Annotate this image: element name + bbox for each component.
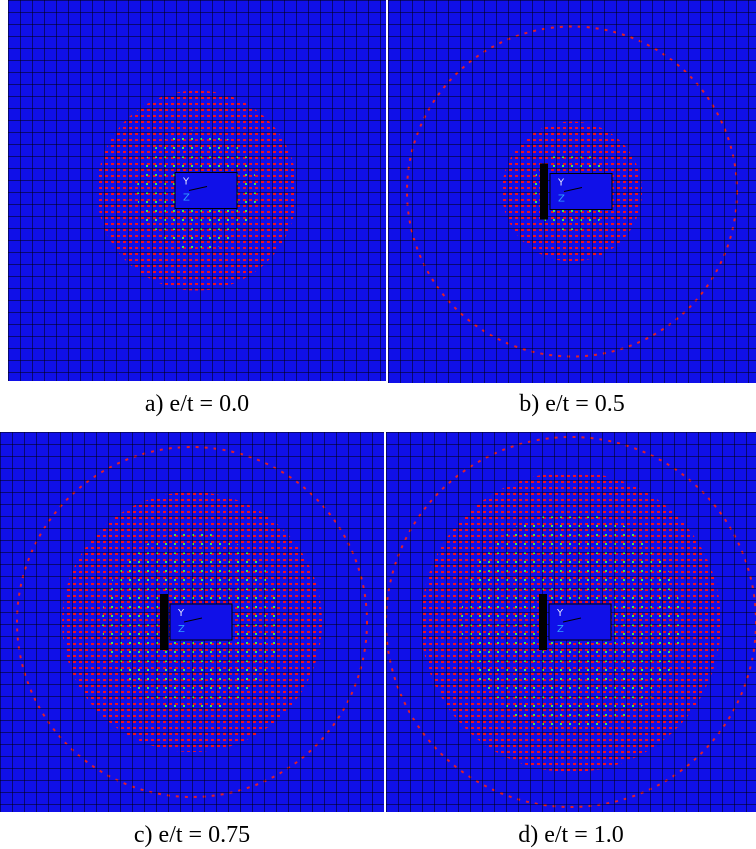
caption: d) e/t = 1.0 (518, 822, 624, 848)
mesh-plot: YZ (386, 432, 756, 812)
triad-line (188, 186, 208, 191)
triad-label: Z (178, 624, 185, 635)
caption: b) e/t = 0.5 (519, 391, 625, 417)
hole (169, 603, 233, 641)
triad-label: Y (556, 608, 564, 619)
hole (549, 173, 613, 210)
mesh-plot: YZ (8, 0, 386, 381)
triad-line (183, 617, 203, 623)
mesh-plot: YZ (388, 0, 756, 383)
hole (174, 172, 238, 209)
slit (540, 163, 548, 220)
mesh-plot: YZ (0, 432, 384, 812)
triad-label: Y (182, 177, 190, 188)
slit (539, 594, 547, 650)
triad-line (562, 617, 582, 623)
triad-label: Z (557, 624, 564, 635)
slit (160, 594, 168, 650)
hole (548, 603, 612, 641)
triad-label: Z (558, 194, 565, 205)
caption: a) e/t = 0.0 (144, 391, 250, 417)
triad-label: Y (177, 608, 185, 619)
triad-line (563, 187, 583, 192)
triad-label: Y (557, 178, 565, 189)
triad-label: Z (183, 193, 190, 204)
caption: c) e/t = 0.75 (133, 822, 251, 848)
